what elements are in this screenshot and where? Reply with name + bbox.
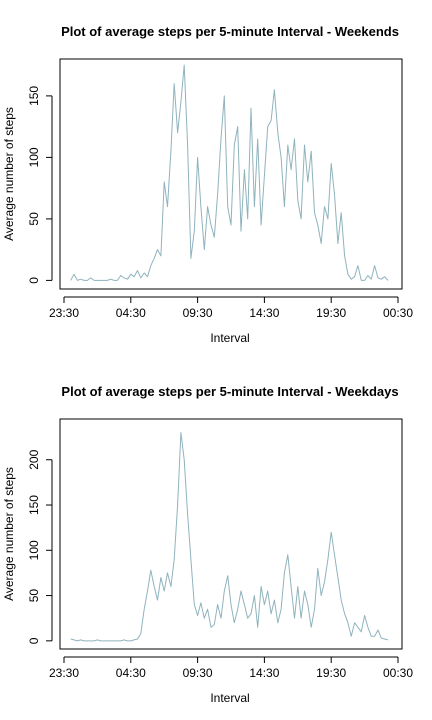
weekday-x-tick-label: 23:30 (49, 666, 79, 680)
weekday-x-tick-label: 19:30 (316, 666, 346, 680)
weekday-y-tick-label: 150 (27, 495, 41, 515)
weekend-y-axis-label: Average number of steps (2, 107, 16, 241)
weekend-x-tick-label: 00:30 (383, 306, 413, 320)
weekend-x-tick-label: 23:30 (49, 306, 79, 320)
weekday-axes-and-series: 23:30 04:30 09:30 14:30 19:30 00:30 0 50 100 150 2… (27, 433, 413, 680)
weekday-y-axis-label: Average number of steps (2, 467, 16, 601)
weekday-x-tick-label: 04:30 (116, 666, 146, 680)
weekend-chart: Plot of average steps per 5-minute Inter… (2, 24, 413, 345)
weekday-y-tick-label: 50 (27, 589, 41, 603)
weekday-x-tick-label: 09:30 (183, 666, 213, 680)
weekend-steps-series-line (71, 65, 388, 280)
weekday-y-tick-label: 100 (27, 540, 41, 560)
weekend-axes-and-series: 23:30 04:30 09:30 14:30 19:30 00:30 0 50 100 150 (27, 65, 413, 320)
weekday-x-tick-label: 14:30 (249, 666, 279, 680)
weekday-chart-title: Plot of average steps per 5-minute Inter… (61, 384, 398, 399)
weekday-chart: Plot of average steps per 5-minute Inter… (2, 384, 413, 705)
weekend-x-tick-label: 14:30 (249, 306, 279, 320)
weekend-x-tick-label: 09:30 (183, 306, 213, 320)
weekday-y-tick-label: 0 (27, 637, 41, 644)
weekend-x-tick-label: 19:30 (316, 306, 346, 320)
weekend-y-tick-label: 150 (27, 86, 41, 106)
weekday-steps-series-line (71, 433, 388, 641)
weekend-x-tick-label: 04:30 (116, 306, 146, 320)
weekend-y-tick-label: 50 (27, 212, 41, 226)
weekend-chart-title: Plot of average steps per 5-minute Inter… (61, 24, 399, 39)
weekend-plot-frame (60, 59, 402, 289)
weekday-x-tick-label: 00:30 (383, 666, 413, 680)
weekend-x-axis-label: Interval (210, 331, 249, 345)
weekend-y-tick-label: 0 (27, 277, 41, 284)
weekday-y-tick-label: 200 (27, 449, 41, 469)
weekday-plot-frame (60, 419, 402, 649)
weekday-x-axis-label: Interval (210, 691, 249, 705)
weekend-y-tick-label: 100 (27, 147, 41, 167)
